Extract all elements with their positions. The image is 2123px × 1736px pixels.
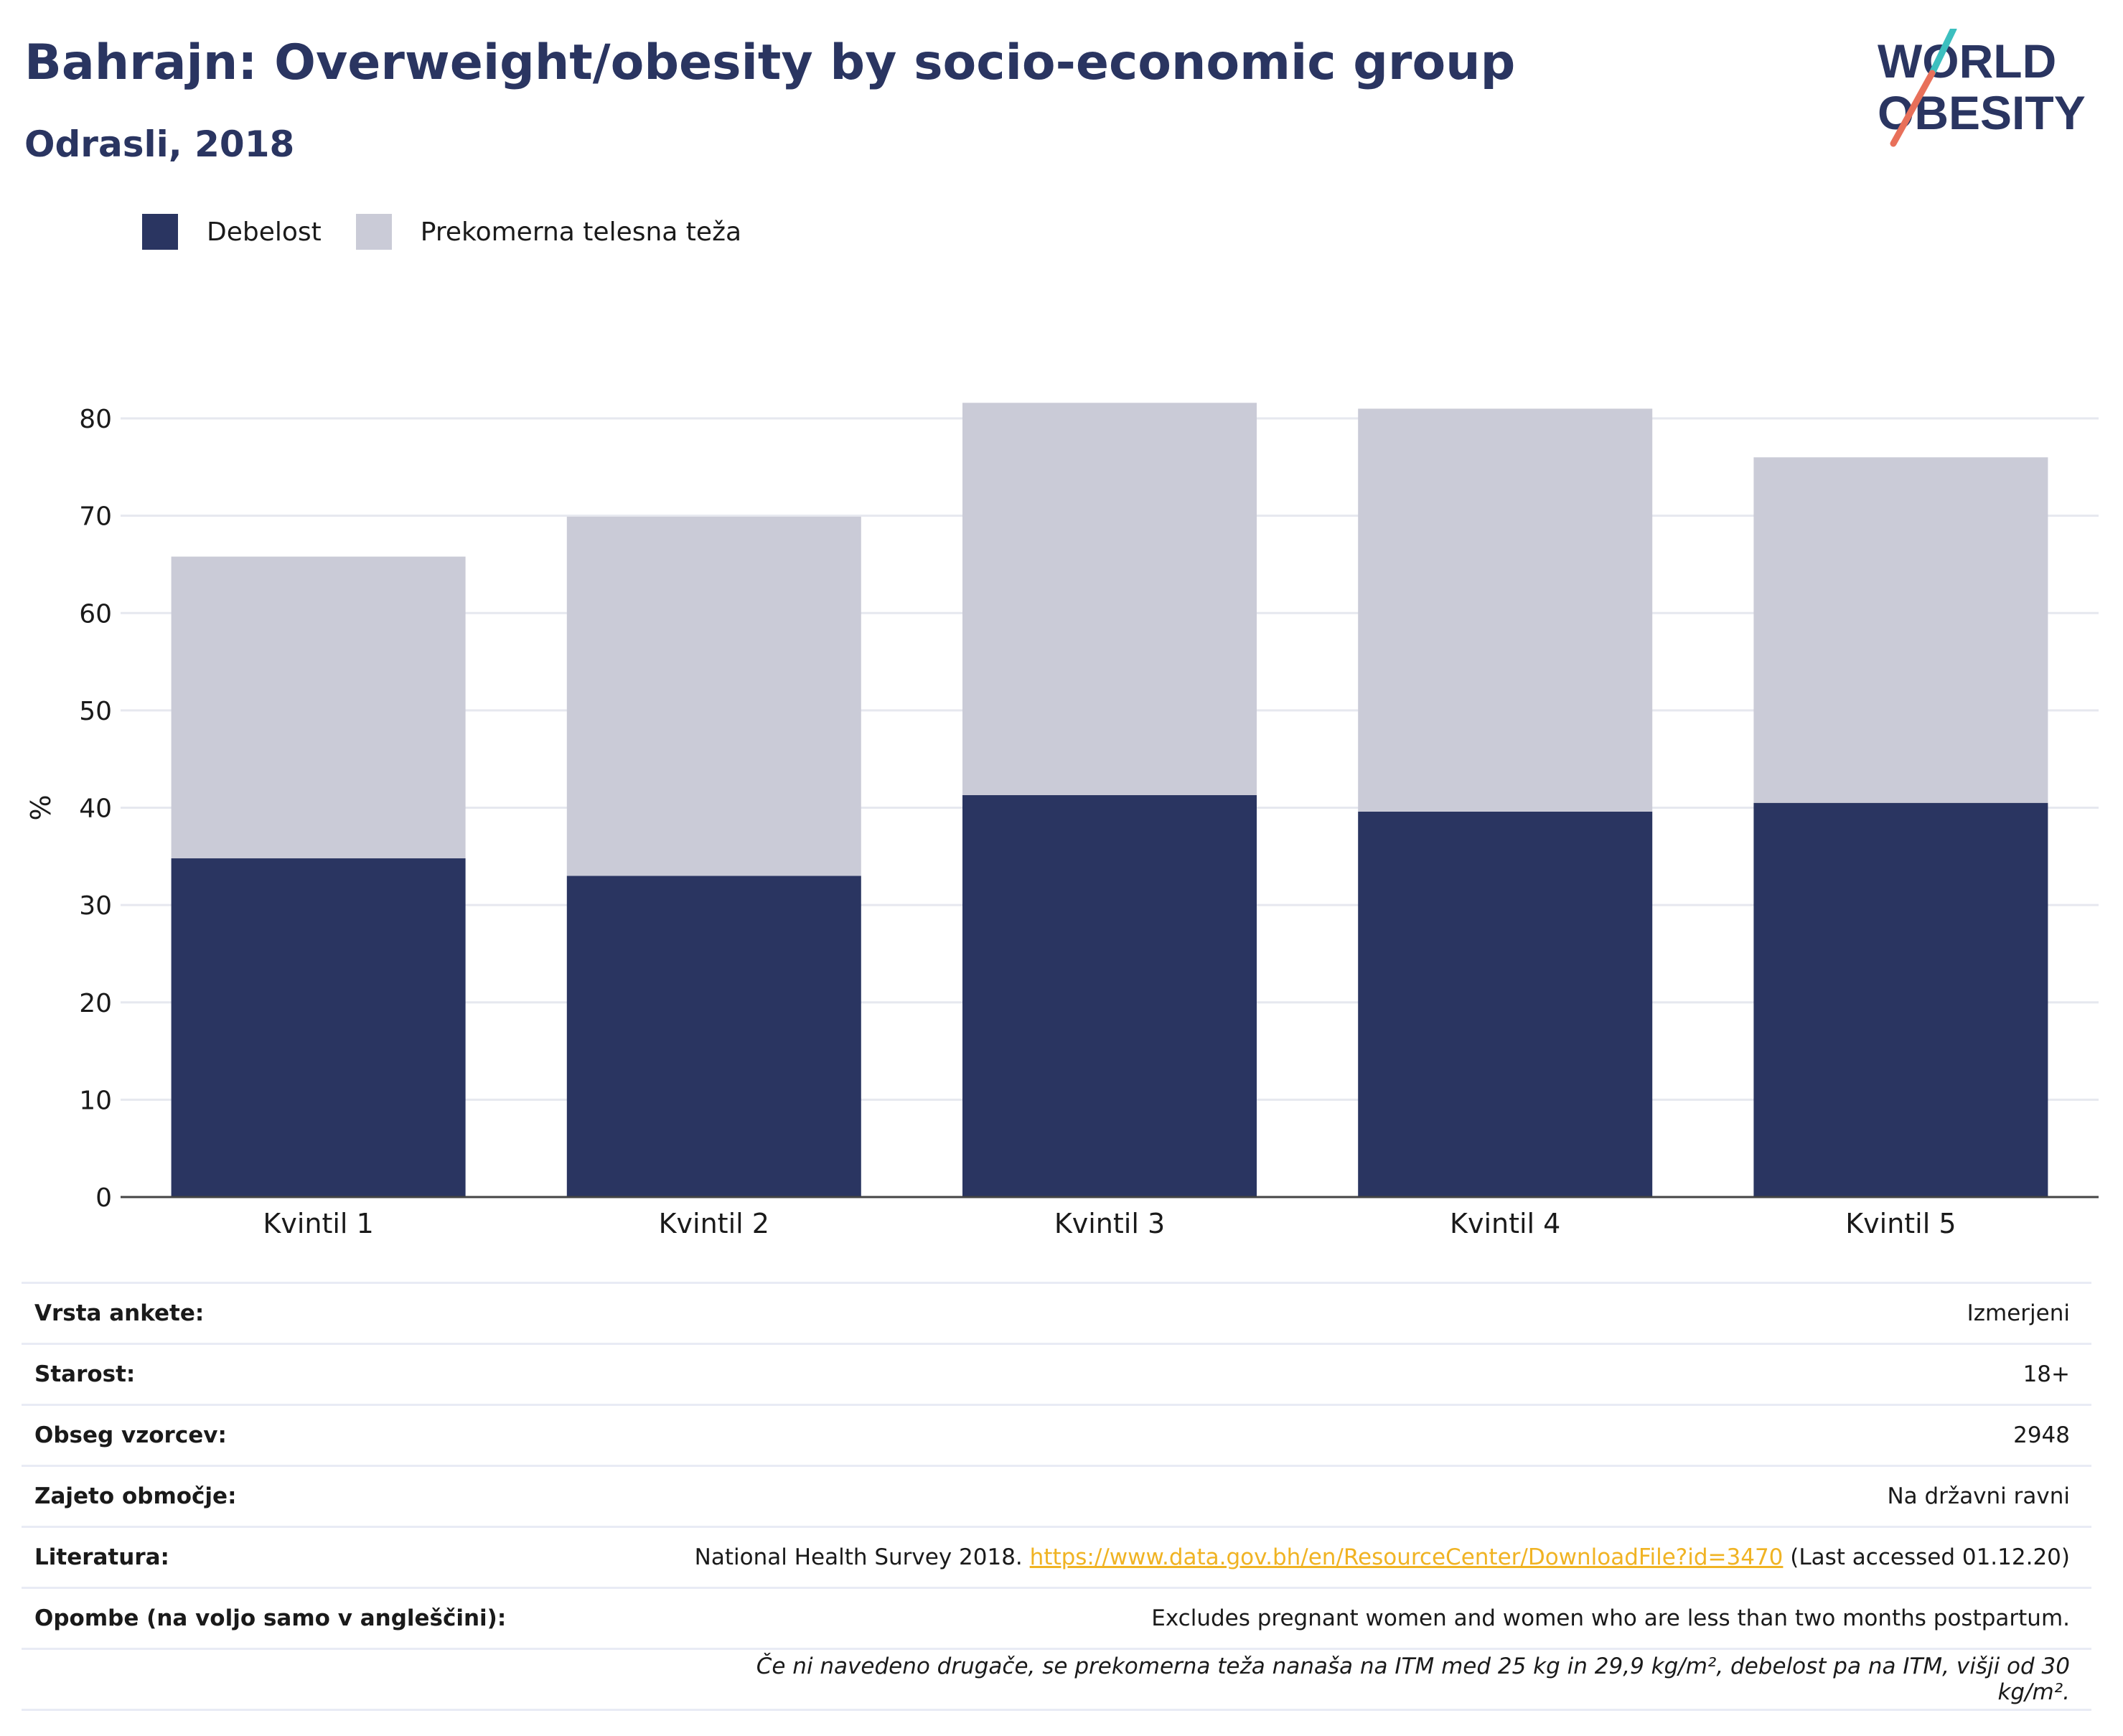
meta-row-literature: Literatura: National Health Survey 2018.… (22, 1526, 2091, 1588)
meta-key: Obseg vzorcev: (22, 1404, 680, 1466)
meta-row-footnote: Če ni navedeno drugače, se prekomerna te… (22, 1648, 2091, 1711)
literature-link[interactable]: https://www.data.gov.bh/en/ResourceCente… (1029, 1544, 1784, 1570)
bar-obesity (566, 876, 861, 1197)
meta-value: 2948 (680, 1404, 2091, 1466)
bar-obesity (1753, 802, 2048, 1197)
legend-item-overweight[interactable]: Prekomerna telesna teža (355, 214, 742, 250)
logo-red-slash (1890, 70, 1936, 147)
bar-overweight (1753, 457, 2048, 803)
bar-overweight (962, 403, 1257, 795)
logo-line1: WORLD (1878, 34, 2056, 88)
meta-row-notes: Opombe (na voljo samo v angleščini): Exc… (22, 1587, 2091, 1649)
y-tick-label: 0 (95, 1183, 112, 1213)
bar-obesity (962, 794, 1257, 1197)
y-tick-label: 10 (79, 1086, 112, 1115)
meta-value: Excludes pregnant women and women who ar… (680, 1587, 2091, 1649)
literature-prefix: National Health Survey 2018. (694, 1544, 1030, 1570)
stacked-bar-chart: 0 10 20 30 40 50 60 70 80% Kvintil 1 Kvintil 2 Kvin… (25, 403, 2099, 1234)
page-title: Bahrajn: Overweight/obesity by socio-eco… (24, 34, 1516, 91)
legend-item-obesity[interactable]: Debelost (142, 214, 322, 250)
legend-swatch-overweight (355, 214, 392, 250)
meta-value: National Health Survey 2018. https://www… (680, 1526, 2091, 1588)
meta-key: Zajeto območje: (22, 1465, 680, 1527)
bar-overweight (171, 556, 466, 859)
meta-value: 18+ (680, 1343, 2091, 1405)
meta-row-sample-size: Obseg vzorcev: 2948 (22, 1404, 2091, 1466)
literature-suffix: (Last accessed 01.12.20) (1783, 1544, 2070, 1570)
meta-value: Izmerjeni (680, 1282, 2091, 1344)
meta-row-age: Starost: 18+ (22, 1343, 2091, 1405)
meta-key: Vrsta ankete: (22, 1282, 680, 1344)
y-tick-label: 20 (79, 989, 112, 1018)
x-tick-label: Kvintil 1 (263, 1208, 373, 1234)
meta-row-area: Zajeto območje: Na državni ravni (22, 1465, 2091, 1527)
legend-label-overweight: Prekomerna telesna teža (420, 217, 742, 247)
meta-row-survey-type: Vrsta ankete: Izmerjeni (22, 1282, 2091, 1344)
meta-key: Opombe (na voljo samo v angleščini): (22, 1587, 680, 1649)
meta-key: Literatura: (22, 1526, 680, 1588)
y-tick-label: 40 (79, 794, 112, 824)
bar-obesity (171, 858, 466, 1197)
meta-key: Starost: (22, 1343, 680, 1405)
y-axis-label: % (25, 794, 57, 820)
bar-overweight (1358, 408, 1653, 812)
y-tick-label: 70 (79, 502, 112, 532)
world-obesity-logo: WORLD OBESITY (1878, 29, 2086, 147)
x-tick-label: Kvintil 2 (659, 1208, 769, 1234)
legend-label-obesity: Debelost (207, 217, 322, 247)
x-tick-label: Kvintil 3 (1054, 1208, 1165, 1234)
logo-teal-slash (1928, 29, 1957, 77)
page-subtitle: Odrasli, 2018 (24, 123, 295, 165)
meta-value: Na državni ravni (680, 1465, 2091, 1527)
meta-key (22, 1648, 680, 1711)
y-tick-label: 50 (79, 697, 112, 726)
bar-obesity (1358, 811, 1653, 1197)
y-tick-label: 30 (79, 891, 112, 921)
y-tick-label: 80 (79, 405, 112, 434)
survey-metadata-table: Vrsta ankete: Izmerjeni Starost: 18+ Obs… (22, 1282, 2091, 1711)
bar-overweight (566, 516, 861, 876)
legend-swatch-obesity (142, 214, 178, 250)
footnote: Če ni navedeno drugače, se prekomerna te… (680, 1648, 2091, 1711)
x-tick-label: Kvintil 5 (1845, 1208, 1956, 1234)
chart-legend: Debelost Prekomerna telesna teža (142, 214, 776, 250)
x-tick-label: Kvintil 4 (1450, 1208, 1560, 1234)
y-tick-label: 60 (79, 599, 112, 629)
